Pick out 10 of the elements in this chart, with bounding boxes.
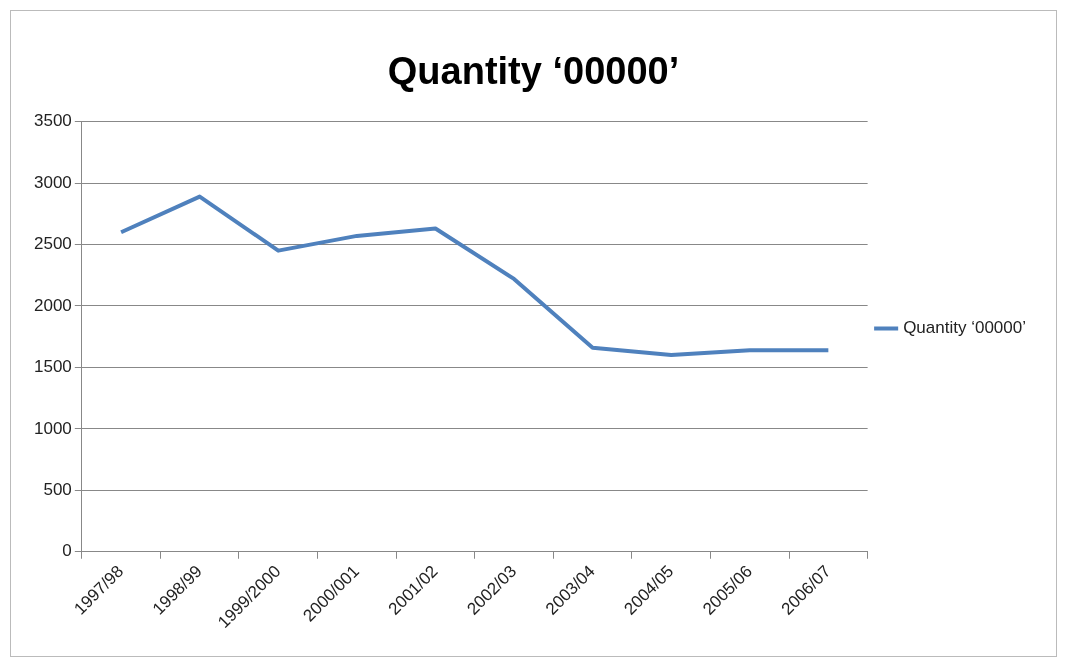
y-tick-label: 1000 [33, 418, 72, 438]
y-tick-label: 0 [62, 541, 72, 561]
y-tick-label: 1500 [33, 357, 72, 377]
y-tick-label: 3500 [33, 111, 72, 131]
y-tick-label: 2000 [33, 295, 72, 315]
chart-title: Quantity ‘00000’ [387, 50, 680, 93]
legend-label: Quantity ‘00000’ [903, 318, 1027, 338]
y-tick-label: 3000 [33, 172, 72, 192]
y-tick-label: 2500 [33, 234, 72, 254]
y-tick-label: 500 [43, 479, 72, 499]
